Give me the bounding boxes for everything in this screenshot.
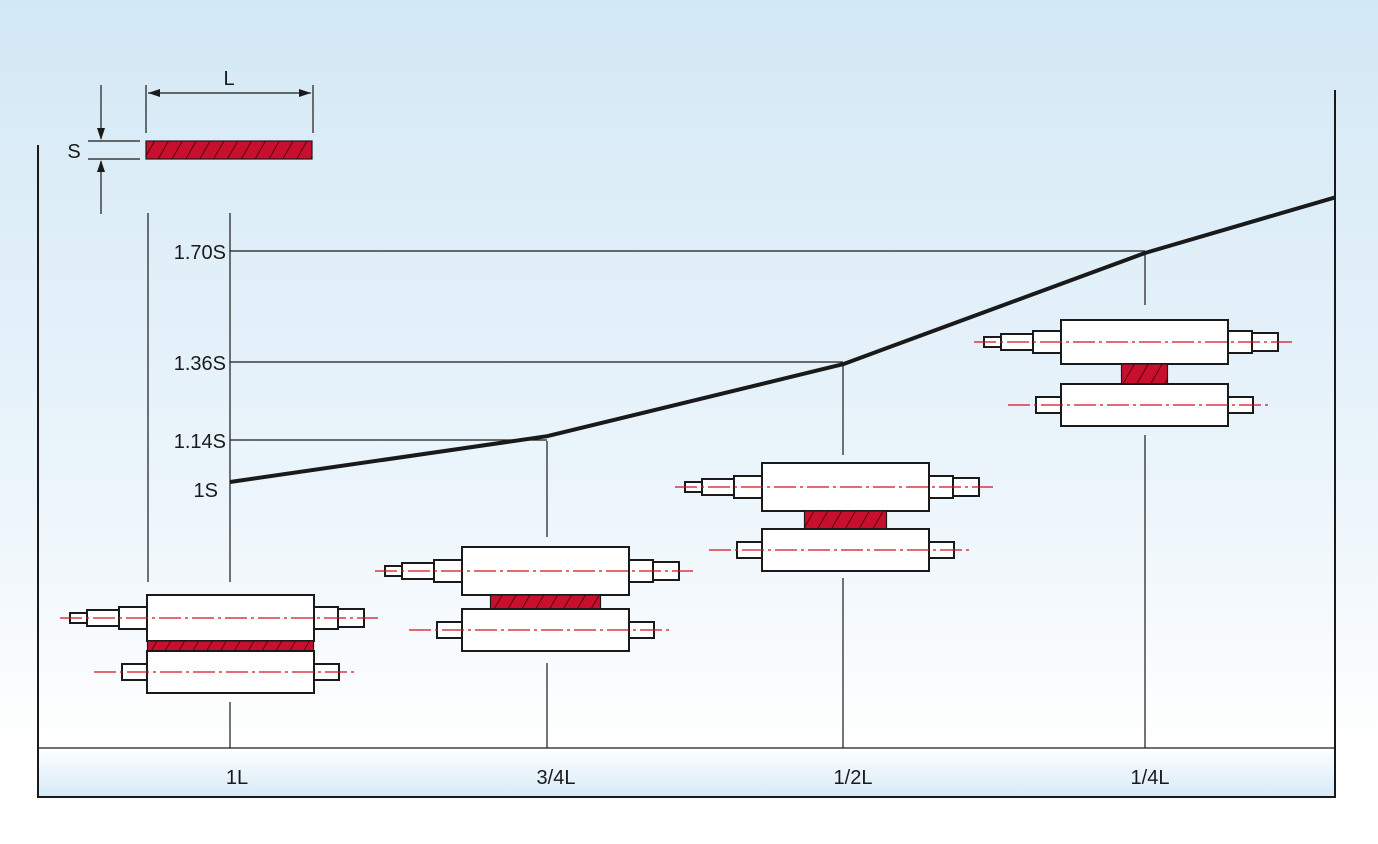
roll-stands	[60, 319, 1292, 694]
length-tick-label: 3/4L	[537, 767, 576, 789]
length-tick-label: 1L	[226, 767, 248, 789]
workpiece-strip	[145, 140, 313, 160]
thickness-scale: 1.70S 1.36S 1.14S 1S	[174, 242, 226, 502]
workpiece	[146, 640, 315, 652]
thickness-tick-label: 1S	[194, 480, 218, 502]
roll-stand	[375, 546, 693, 652]
thickness-label: S	[67, 141, 80, 163]
thickness-tick-label: 1.70S	[174, 242, 226, 264]
thickness-trend-line	[229, 195, 1336, 484]
workpiece	[1120, 363, 1169, 385]
legend-workpiece: L S	[67, 68, 314, 214]
length-tick-label: 1/2L	[834, 767, 873, 789]
length-scale: 1L 3/4L 1/2L 1/4L	[226, 767, 1170, 789]
length-label: L	[223, 68, 234, 90]
reference-lines	[147, 213, 1146, 748]
workpiece	[803, 510, 888, 530]
roll-stand	[974, 319, 1292, 427]
frame	[37, 90, 1336, 798]
roll-stand	[675, 462, 993, 572]
workpiece	[489, 594, 602, 610]
bottom-band	[38, 748, 1335, 797]
roll-stand	[60, 594, 378, 694]
thickness-tick-label: 1.36S	[174, 353, 226, 375]
length-tick-label: 1/4L	[1131, 767, 1170, 789]
thickness-tick-label: 1.14S	[174, 431, 226, 453]
